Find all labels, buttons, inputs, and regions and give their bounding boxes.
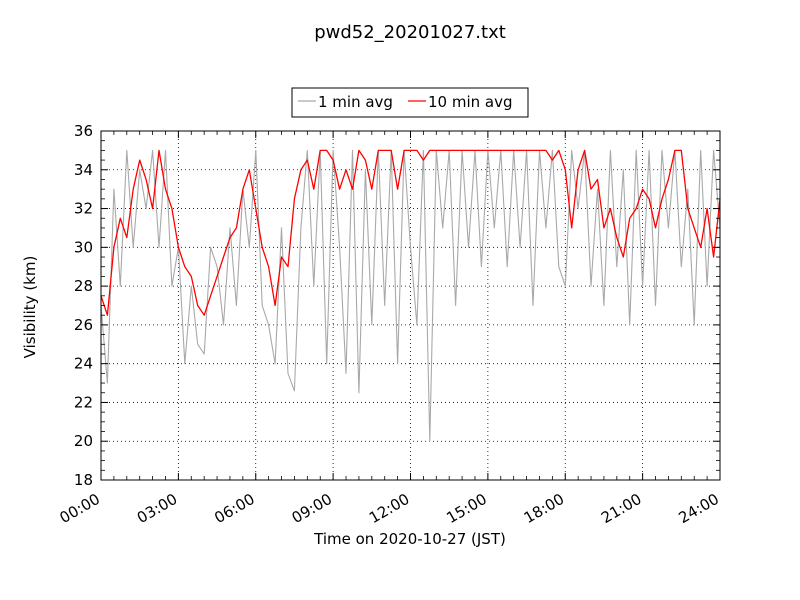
x-tick-label: 06:00 (211, 490, 257, 527)
y-tick-label: 32 (74, 200, 93, 218)
legend-label-1min: 1 min avg (318, 93, 393, 111)
y-tick-labels: 18 20 22 24 26 28 30 32 34 36 (74, 122, 93, 489)
series-line-1min (100, 149, 721, 442)
y-tick-label: 30 (74, 238, 93, 256)
y-tick-label: 18 (74, 471, 93, 489)
y-tick-label: 26 (74, 316, 93, 334)
x-tick-label: 24:00 (676, 490, 722, 527)
y-axis-label: Visibility (km) (21, 256, 39, 359)
legend-box (291, 87, 529, 118)
x-tick-label: 15:00 (443, 490, 489, 527)
y-tick-label: 36 (74, 122, 93, 140)
series-layer (100, 149, 721, 442)
y-tick-label: 24 (74, 355, 93, 373)
x-axis-label: Time on 2020-10-27 (JST) (313, 530, 506, 548)
x-tick-label: 21:00 (598, 490, 644, 527)
y-tick-label: 28 (74, 277, 93, 295)
chart-title: pwd52_20201027.txt (314, 22, 506, 43)
x-tick-label: 12:00 (366, 490, 412, 527)
x-tick-label: 09:00 (289, 490, 335, 527)
x-tick-label: 00:00 (57, 490, 103, 527)
y-tick-label: 22 (74, 393, 93, 411)
x-tick-labels: 00:00 03:00 06:00 09:00 12:00 15:00 18:00 21:00… (57, 490, 722, 527)
x-tick-label: 03:00 (134, 490, 180, 527)
legend: 1 min avg 10 min avg (291, 87, 529, 118)
ticks (100, 130, 721, 481)
legend-label-10min: 10 min avg (428, 93, 513, 111)
y-tick-label: 20 (74, 432, 93, 450)
series-line-10min (100, 149, 721, 316)
x-tick-label: 18:00 (521, 490, 567, 527)
y-tick-label: 34 (74, 161, 93, 179)
